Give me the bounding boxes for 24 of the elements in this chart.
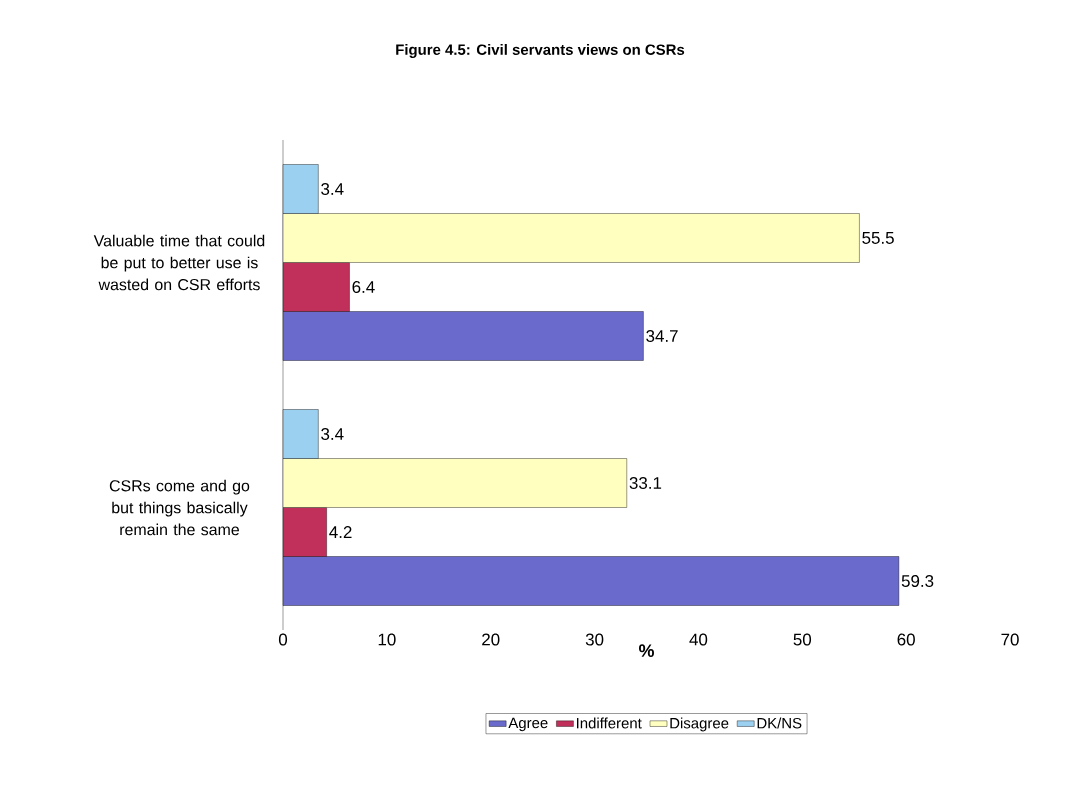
x-tick-label: 0	[278, 633, 288, 646]
y-tick-label: Valuable time that could be put to better use is wasted on CSR efforts	[93, 234, 265, 291]
x-axis-title: %	[638, 644, 654, 657]
chart-title: Figure 4.5: Civil servants views on CSRs	[396, 43, 685, 58]
x-tick-label: 10	[378, 633, 396, 646]
x-tick-label: 20	[482, 633, 500, 646]
x-tick-label: 50	[793, 633, 812, 646]
legend-label: Disagree	[670, 717, 729, 732]
data-label: 55.5	[862, 232, 894, 244]
x-tick-label: 30	[585, 633, 604, 646]
x-tick-label: 70	[1001, 633, 1019, 646]
x-tick-label: 40	[689, 633, 708, 646]
legend-label: Indifferent	[576, 717, 642, 729]
data-label: 6.4	[352, 281, 375, 293]
data-label: 59.3	[901, 575, 934, 587]
x-tick-label: 60	[897, 633, 915, 646]
data-label: 3.4	[321, 183, 344, 195]
data-label: 34.7	[646, 330, 678, 342]
data-label: 3.4	[321, 428, 344, 440]
data-label: 4.2	[329, 526, 352, 538]
y-tick-label: CSRs come and go but things basically remain the same	[109, 479, 250, 536]
legend-label: Agree	[508, 717, 548, 732]
legend-label: DK/NS	[757, 717, 802, 729]
data-label: 33.1	[629, 477, 662, 489]
